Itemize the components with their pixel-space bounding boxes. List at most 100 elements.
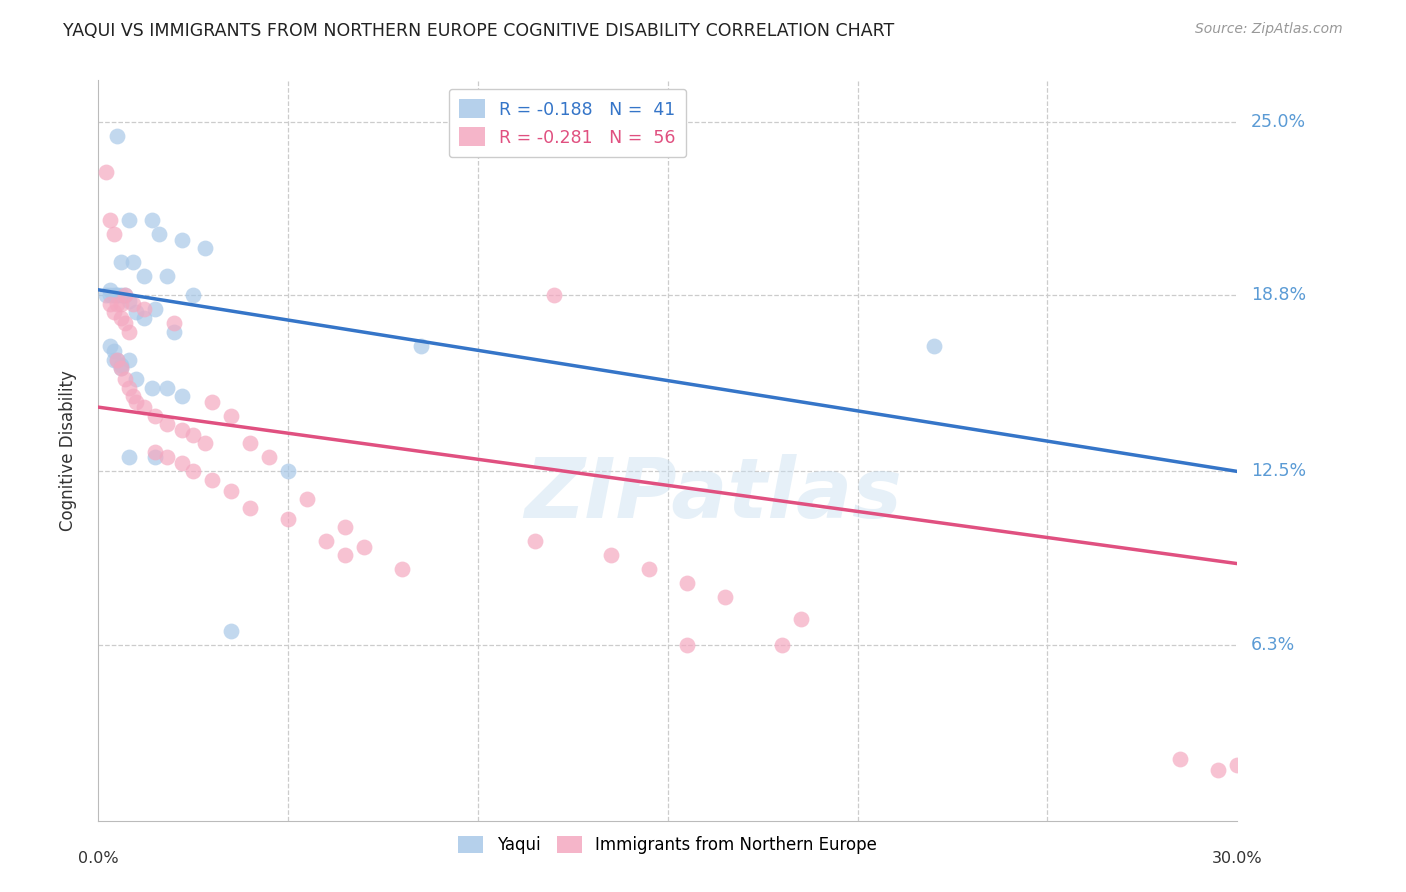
Point	[125, 394, 148, 409]
Point	[98, 297, 121, 311]
Point	[391, 562, 413, 576]
Point	[239, 436, 262, 450]
Point	[524, 534, 547, 549]
Point	[118, 213, 141, 227]
Point	[1208, 764, 1230, 778]
Point	[110, 297, 132, 311]
Point	[543, 288, 565, 302]
Point	[194, 436, 217, 450]
Y-axis label: Cognitive Disability: Cognitive Disability	[59, 370, 77, 531]
Point	[107, 288, 129, 302]
Point	[335, 520, 357, 534]
Point	[201, 394, 224, 409]
Point	[170, 423, 193, 437]
Text: 25.0%: 25.0%	[1251, 113, 1306, 131]
Point	[98, 339, 121, 353]
Point	[221, 483, 243, 498]
Point	[790, 612, 813, 626]
Point	[121, 297, 143, 311]
Text: 12.5%: 12.5%	[1251, 462, 1306, 481]
Point	[156, 450, 179, 465]
Point	[110, 361, 132, 376]
Point	[183, 288, 205, 302]
Point	[194, 241, 217, 255]
Point	[98, 283, 121, 297]
Point	[98, 288, 121, 302]
Point	[125, 305, 148, 319]
Point	[600, 548, 623, 562]
Point	[132, 268, 155, 283]
Point	[315, 534, 337, 549]
Point	[156, 381, 179, 395]
Point	[676, 638, 699, 652]
Point	[107, 297, 129, 311]
Point	[770, 638, 793, 652]
Point	[118, 325, 141, 339]
Point	[922, 339, 945, 353]
Point	[353, 540, 375, 554]
Text: ZIPatlas: ZIPatlas	[524, 454, 903, 535]
Text: 30.0%: 30.0%	[1212, 851, 1263, 866]
Point	[411, 339, 433, 353]
Point	[170, 233, 193, 247]
Point	[156, 268, 179, 283]
Point	[114, 372, 136, 386]
Point	[110, 288, 132, 302]
Point	[107, 129, 129, 144]
Point	[145, 445, 167, 459]
Point	[110, 310, 132, 325]
Point	[107, 288, 129, 302]
Point	[1226, 757, 1249, 772]
Point	[132, 400, 155, 414]
Legend: Yaqui, Immigrants from Northern Europe: Yaqui, Immigrants from Northern Europe	[451, 829, 884, 861]
Point	[221, 624, 243, 638]
Point	[110, 255, 132, 269]
Point	[94, 165, 117, 179]
Point	[118, 450, 141, 465]
Point	[156, 417, 179, 431]
Point	[121, 389, 143, 403]
Point	[221, 409, 243, 423]
Point	[145, 409, 167, 423]
Text: 18.8%: 18.8%	[1251, 286, 1306, 304]
Point	[163, 316, 186, 330]
Point	[94, 288, 117, 302]
Text: 6.3%: 6.3%	[1251, 636, 1295, 654]
Point	[110, 361, 132, 376]
Text: YAQUI VS IMMIGRANTS FROM NORTHERN EUROPE COGNITIVE DISABILITY CORRELATION CHART: YAQUI VS IMMIGRANTS FROM NORTHERN EUROPE…	[63, 22, 894, 40]
Point	[98, 213, 121, 227]
Point	[114, 316, 136, 330]
Point	[201, 473, 224, 487]
Point	[259, 450, 281, 465]
Text: Source: ZipAtlas.com: Source: ZipAtlas.com	[1195, 22, 1343, 37]
Text: 0.0%: 0.0%	[79, 851, 118, 866]
Point	[107, 352, 129, 367]
Point	[676, 576, 699, 591]
Point	[277, 464, 299, 478]
Point	[103, 344, 125, 359]
Point	[170, 456, 193, 470]
Point	[132, 310, 155, 325]
Point	[141, 381, 163, 395]
Point	[103, 305, 125, 319]
Point	[103, 352, 125, 367]
Point	[297, 492, 319, 507]
Point	[714, 590, 737, 604]
Point	[1170, 752, 1192, 766]
Point	[103, 288, 125, 302]
Point	[110, 358, 132, 372]
Point	[163, 325, 186, 339]
Point	[170, 389, 193, 403]
Point	[114, 288, 136, 302]
Point	[183, 428, 205, 442]
Point	[148, 227, 170, 241]
Point	[638, 562, 661, 576]
Point	[118, 352, 141, 367]
Point	[103, 227, 125, 241]
Point	[114, 288, 136, 302]
Point	[118, 293, 141, 308]
Point	[141, 213, 163, 227]
Point	[125, 372, 148, 386]
Point	[132, 302, 155, 317]
Point	[145, 302, 167, 317]
